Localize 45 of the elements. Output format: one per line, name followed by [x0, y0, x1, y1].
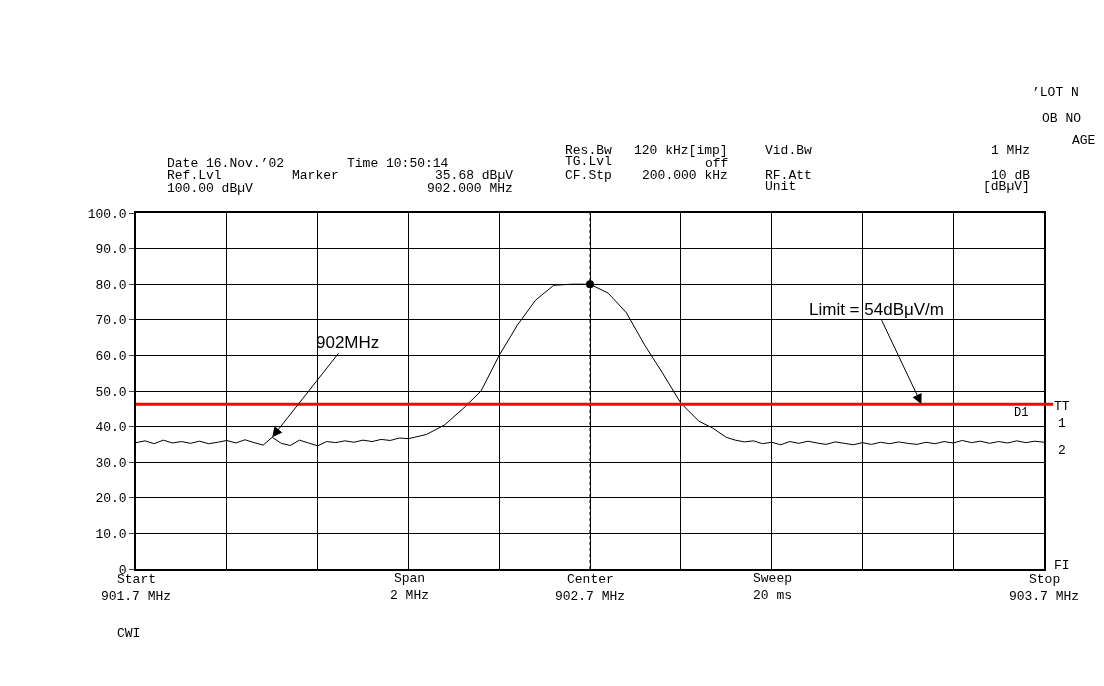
text: TG.Lvl: [565, 154, 613, 169]
x-tick-label: 902.7 MHz: [554, 589, 626, 605]
text: 120 kHz[imp]: [634, 143, 728, 158]
y-tick-label: 30.0: [95, 455, 127, 471]
text: TT: [1054, 399, 1070, 414]
text: 1 MHz: [991, 143, 1031, 158]
text: [dBµV]: [983, 179, 1030, 194]
x-tick-label: 903.7 MHz: [1008, 589, 1080, 605]
y-tick-label: 10.0: [95, 526, 127, 542]
ref-line-label: D1: [1014, 406, 1029, 420]
text: OB NO: [1042, 111, 1082, 126]
y-tick-label: 40.0: [95, 420, 127, 436]
text: ’LOT N: [1032, 85, 1079, 100]
text: AGE: [1072, 133, 1096, 148]
text: Sweep 20 ms: [753, 571, 793, 603]
y-tick-label: 70.0: [95, 313, 127, 329]
text: Start: [117, 572, 157, 587]
y-tick-label: 90.0: [95, 242, 127, 258]
text: Span 2 MHz: [390, 571, 430, 603]
text: off: [705, 156, 729, 171]
text: 1: [1058, 416, 1066, 431]
y-tick-label: 50.0: [95, 384, 127, 400]
y-tick-label: 60.0: [95, 348, 127, 364]
text: Marker: [292, 168, 339, 183]
text: 200.000 kHz: [642, 168, 728, 183]
text: Stop: [1029, 572, 1061, 587]
text: 35.68 dBµV: [435, 168, 514, 183]
text: Date 16.Nov.’02: [167, 156, 285, 171]
text: 2: [1058, 443, 1066, 458]
text: Ref.Lvl: [167, 168, 222, 183]
text: 100.00 dBµV: [167, 181, 254, 196]
text: Unit: [765, 179, 797, 194]
y-tick-label: 20.0: [95, 491, 127, 507]
annotation: 902MHz: [316, 333, 380, 352]
y-tick-label: 80.0: [95, 277, 127, 293]
text: Vid.Bw: [765, 143, 813, 158]
text: FI: [1054, 558, 1070, 573]
text: 902.000 MHz: [427, 181, 513, 196]
text: Time 10:50:14: [347, 156, 449, 171]
text: CF.Stp: [565, 168, 612, 183]
x-tick-label: 901.7 MHz: [100, 589, 172, 605]
text: CWI: [117, 626, 141, 641]
annotation: Limit = 54dBμV/m: [809, 300, 944, 319]
text: Center: [567, 572, 614, 587]
y-tick-label: 100.0: [87, 206, 127, 222]
